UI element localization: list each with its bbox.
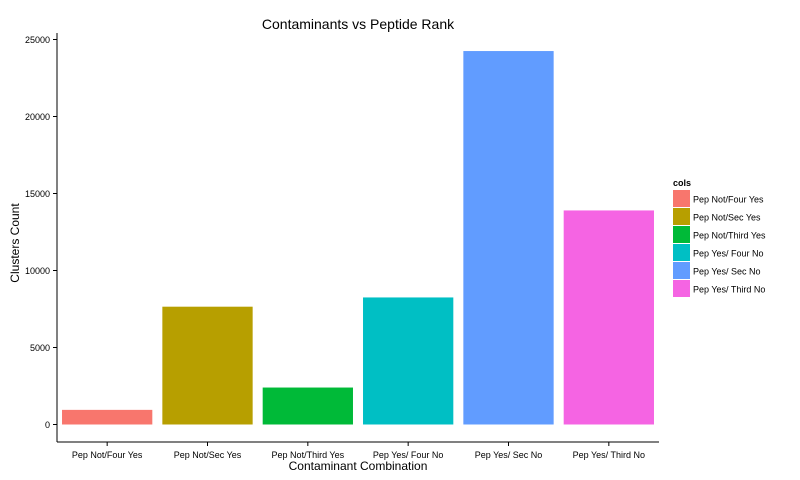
y-tick-label: 20000 bbox=[25, 112, 50, 122]
legend-swatch bbox=[673, 262, 690, 279]
y-axis-title: Clusters Count bbox=[8, 203, 22, 283]
legend-entry: Pep Not/Third Yes bbox=[693, 231, 766, 241]
x-tick-label: Pep Yes/ Sec No bbox=[475, 450, 543, 460]
legend: cols Pep Not/Four Yes Pep Not/Sec Yes Pep … bbox=[673, 178, 766, 297]
legend-title: cols bbox=[673, 178, 691, 188]
y-tick-label: 25000 bbox=[25, 35, 50, 45]
y-tick-label: 10000 bbox=[25, 266, 50, 276]
legend-entry: Pep Yes/ Third No bbox=[693, 285, 765, 295]
chart-title: Contaminants vs Peptide Rank bbox=[262, 16, 455, 32]
legend-swatch bbox=[673, 190, 690, 207]
y-axis: 0 5000 10000 15000 20000 25000 bbox=[25, 33, 58, 442]
legend-swatch bbox=[673, 226, 690, 243]
x-axis-title: Contaminant Combination bbox=[289, 459, 428, 473]
plot-area bbox=[62, 51, 654, 425]
legend-swatch bbox=[673, 244, 690, 261]
bar bbox=[262, 387, 353, 425]
x-axis: Pep Not/Four Yes Pep Not/Sec Yes Pep Not/T… bbox=[57, 441, 659, 460]
bar bbox=[162, 306, 253, 425]
x-tick-label: Pep Yes/ Four No bbox=[373, 450, 444, 460]
legend-entry: Pep Yes/ Sec No bbox=[693, 267, 761, 277]
bar bbox=[463, 51, 554, 425]
bar bbox=[62, 409, 153, 425]
legend-swatch bbox=[673, 280, 690, 297]
x-tick-label: Pep Yes/ Third No bbox=[573, 450, 645, 460]
legend-entry: Pep Not/Sec Yes bbox=[693, 213, 761, 223]
legend-swatch bbox=[673, 208, 690, 225]
y-tick-label: 5000 bbox=[30, 343, 50, 353]
x-tick-label: Pep Not/Sec Yes bbox=[174, 450, 242, 460]
y-tick-label: 0 bbox=[45, 420, 50, 430]
y-tick-label: 15000 bbox=[25, 189, 50, 199]
x-tick-label: Pep Not/Four Yes bbox=[72, 450, 143, 460]
legend-entry: Pep Yes/ Four No bbox=[693, 249, 764, 259]
legend-entry: Pep Not/Four Yes bbox=[693, 195, 764, 205]
bar bbox=[563, 210, 654, 425]
x-tick-label: Pep Not/Third Yes bbox=[272, 450, 345, 460]
bar bbox=[363, 297, 454, 425]
